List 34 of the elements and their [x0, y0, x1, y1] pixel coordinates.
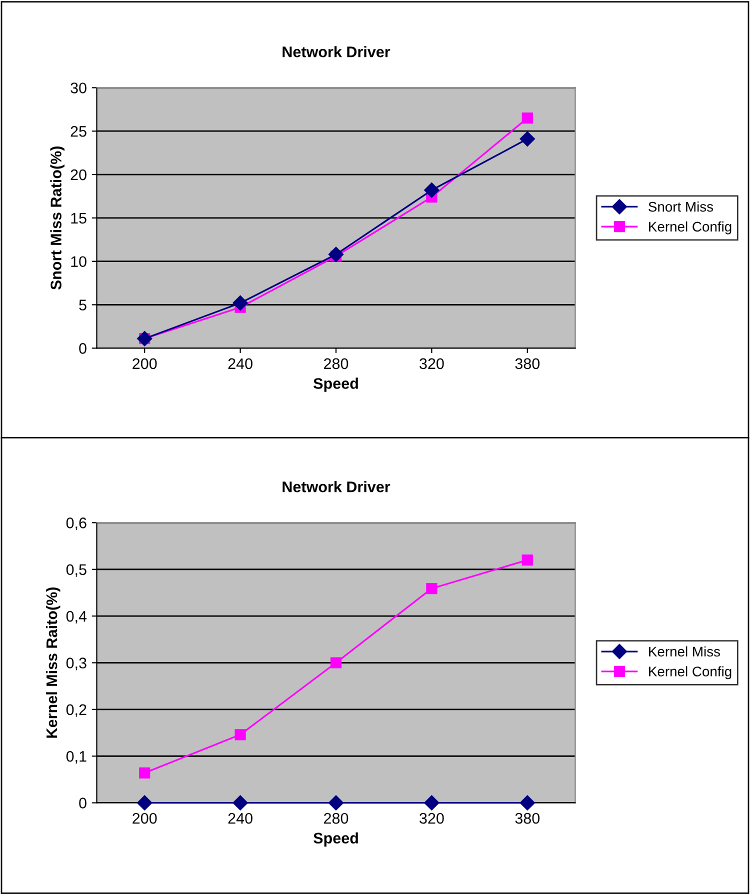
legend-label: Kernel Miss [649, 646, 720, 657]
x-axis-title: Speed [314, 378, 358, 392]
y-tick-label: 30 [70, 82, 86, 94]
y-axis-title: Snort Miss Ratio(%) [50, 146, 64, 290]
y-tick-label: 0 [79, 798, 86, 808]
x-tick-label: 200 [132, 358, 157, 370]
y-tick-label: 0 [79, 343, 86, 354]
y-tick-label: 0,6 [66, 518, 86, 530]
x-tick-label: 280 [324, 358, 348, 370]
legend-label: Kernel Config [649, 221, 732, 234]
y-tick-label: 0,5 [66, 564, 86, 577]
x-tick-label: 240 [228, 358, 252, 370]
x-tick-label: 320 [420, 358, 444, 370]
y-tick-label: 5 [79, 300, 86, 310]
x-tick-label: 280 [324, 812, 348, 824]
y-tick-label: 15 [71, 212, 86, 224]
legend-label: Snort Miss [648, 202, 714, 212]
x-tick-label: 200 [132, 812, 157, 824]
y-tick-label: 0,3 [66, 658, 86, 670]
x-tick-label: 320 [420, 812, 444, 824]
chart-title: Network Driver [282, 481, 390, 492]
y-axis-title: Kernel Miss Raito(%) [46, 588, 60, 738]
x-axis-title: Speed [314, 832, 358, 847]
x-tick-label: 240 [228, 812, 252, 824]
chart-title: Network Driver [282, 46, 390, 58]
y-tick-label: 0,1 [66, 750, 86, 764]
y-tick-label: 25 [70, 126, 86, 137]
y-tick-label: 0,2 [66, 704, 86, 717]
y-tick-label: 0,4 [66, 610, 87, 624]
legend-label: Kernel Config [649, 666, 732, 680]
x-tick-label: 380 [515, 358, 540, 370]
x-tick-label: 380 [515, 812, 540, 824]
y-tick-label: 20 [70, 169, 86, 180]
y-tick-label: 10 [71, 256, 86, 268]
